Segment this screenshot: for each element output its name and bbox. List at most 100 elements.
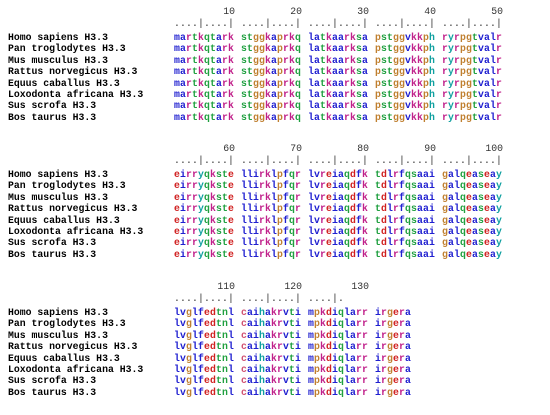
- residue: i: [332, 191, 338, 203]
- residue: r: [356, 375, 362, 387]
- residue: n: [222, 364, 228, 375]
- residue: k: [198, 43, 204, 55]
- ruler-tick: .: [393, 18, 399, 29]
- residue: y: [198, 226, 204, 237]
- residue: k: [271, 341, 277, 353]
- residue: l: [271, 180, 277, 192]
- residue: y: [448, 77, 454, 89]
- residue: n: [222, 318, 228, 330]
- residue: e: [228, 214, 234, 226]
- residue: r: [259, 180, 265, 192]
- residue: a: [484, 43, 490, 55]
- residue: t: [247, 66, 253, 78]
- residue: a: [314, 43, 320, 55]
- residue: k: [411, 43, 417, 55]
- ruler-tick: .: [174, 18, 180, 29]
- residue: n: [222, 341, 228, 353]
- residue: k: [210, 180, 216, 192]
- residue: r: [186, 100, 192, 112]
- residue: q: [405, 203, 411, 215]
- residue: q: [204, 203, 210, 215]
- residue: i: [253, 248, 259, 260]
- residue: k: [350, 111, 356, 123]
- ruler-tick: .: [478, 18, 484, 29]
- residue: i: [253, 318, 259, 330]
- residue: a: [448, 214, 454, 226]
- residue: k: [198, 77, 204, 89]
- residue: r: [283, 89, 289, 100]
- residue: c: [241, 318, 247, 330]
- ruler-tick: .: [253, 155, 259, 166]
- residue: t: [472, 32, 478, 43]
- residue: s: [356, 66, 362, 78]
- residue: v: [283, 318, 289, 330]
- residue: q: [295, 54, 301, 66]
- residue: s: [411, 169, 417, 180]
- residue: i: [429, 203, 435, 215]
- residue: f: [356, 226, 362, 237]
- residue: h: [429, 111, 435, 123]
- residue: l: [344, 386, 350, 398]
- residue: a: [448, 226, 454, 237]
- residue: q: [460, 180, 466, 192]
- residue: r: [399, 329, 405, 341]
- residue: r: [399, 307, 405, 318]
- residue: c: [241, 307, 247, 318]
- residue: l: [308, 226, 314, 237]
- residue: r: [186, 111, 192, 123]
- residue: y: [496, 248, 502, 260]
- residue: l: [344, 375, 350, 387]
- residue: d: [210, 307, 216, 318]
- ruler-tick: .: [460, 155, 466, 166]
- residue: i: [253, 169, 259, 180]
- residue: t: [472, 54, 478, 66]
- residue: a: [362, 111, 368, 123]
- ruler-tick: .: [442, 155, 448, 166]
- residue: d: [326, 307, 332, 318]
- species-name: Sus scrofa H3.3: [8, 100, 97, 112]
- residue: r: [295, 226, 301, 237]
- residue: k: [411, 54, 417, 66]
- residue: r: [222, 54, 228, 66]
- residue: t: [289, 375, 295, 387]
- residue: t: [387, 43, 393, 55]
- residue: l: [241, 180, 247, 192]
- residue: m: [174, 111, 180, 123]
- residue: r: [320, 169, 326, 180]
- residue: r: [186, 32, 192, 43]
- ruler-tick: .: [320, 293, 326, 304]
- residue: a: [405, 364, 411, 375]
- residue: i: [332, 203, 338, 215]
- residue: l: [344, 318, 350, 330]
- residue: p: [460, 66, 466, 78]
- ruler-tick: .: [204, 18, 210, 29]
- residue: r: [222, 89, 228, 100]
- residue: r: [192, 169, 198, 180]
- residue: r: [320, 214, 326, 226]
- residue: e: [326, 191, 332, 203]
- ruler-tick: .: [186, 293, 192, 304]
- residue: i: [180, 180, 186, 192]
- residue: q: [338, 352, 344, 364]
- residue: a: [332, 89, 338, 100]
- ruler-tick: .: [448, 18, 454, 29]
- residue: l: [344, 307, 350, 318]
- residue: l: [247, 214, 253, 226]
- residue: l: [247, 191, 253, 203]
- residue: v: [478, 32, 484, 43]
- residue: a: [362, 66, 368, 78]
- residue: r: [344, 100, 350, 112]
- residue: k: [228, 54, 234, 66]
- residue: e: [228, 203, 234, 215]
- residue: r: [399, 341, 405, 353]
- ruler-tick: .: [381, 18, 387, 29]
- residue: p: [277, 191, 283, 203]
- residue: t: [222, 180, 228, 192]
- residue: q: [295, 77, 301, 89]
- residue: f: [356, 169, 362, 180]
- ruler-tick: .: [271, 293, 277, 304]
- residue: a: [350, 386, 356, 398]
- residue: a: [472, 237, 478, 249]
- residue: r: [277, 375, 283, 387]
- residue: l: [241, 237, 247, 249]
